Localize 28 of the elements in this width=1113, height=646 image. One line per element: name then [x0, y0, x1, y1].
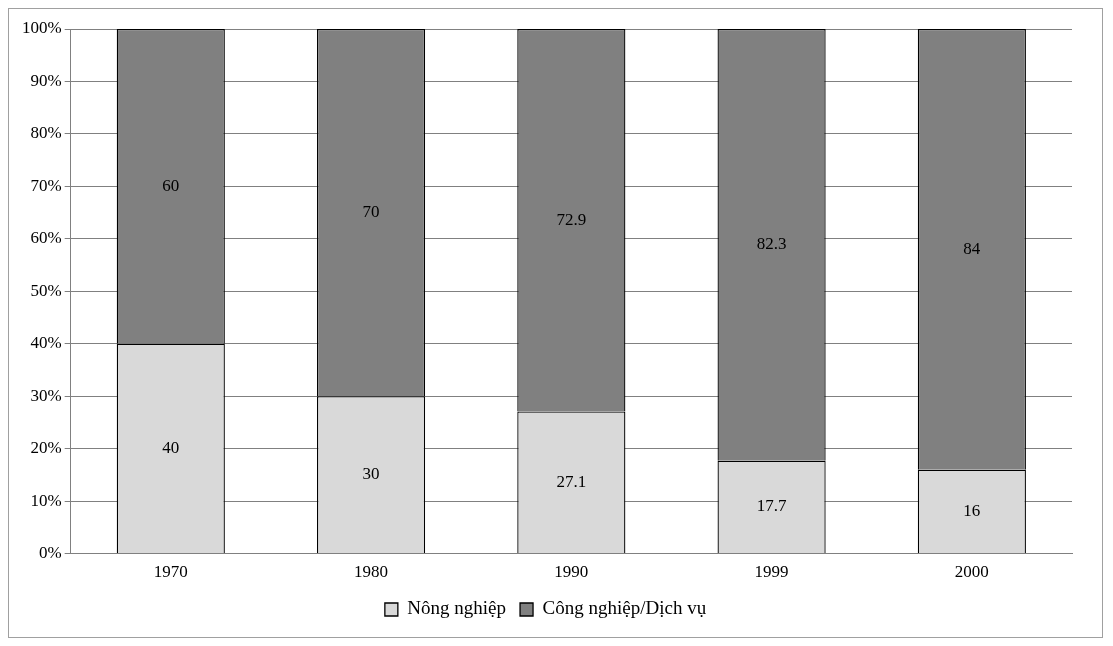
y-tick-label: 10%	[30, 490, 62, 510]
y-tick-label: 40%	[30, 333, 62, 353]
data-label: 70	[362, 202, 380, 222]
x-tick-label: 1990	[554, 562, 589, 582]
y-tick-label: 0%	[38, 543, 62, 563]
y-tick-label: 80%	[30, 123, 62, 143]
y-tick-label: 20%	[30, 438, 62, 458]
data-label: 84	[963, 238, 981, 258]
legend-label: Nông nghiệp	[407, 597, 507, 619]
x-tick-label: 1999	[754, 562, 789, 582]
y-tick-label: 60%	[30, 228, 62, 248]
data-label: 72.9	[556, 209, 587, 229]
y-tick-label: 90%	[30, 70, 62, 90]
y-tick-label: 30%	[30, 385, 62, 405]
data-label: 27.1	[556, 471, 587, 491]
x-tick-label: 2000	[954, 562, 989, 582]
data-label: 60	[162, 175, 180, 195]
y-tick-label: 50%	[30, 280, 62, 300]
y-tick-label: 100%	[21, 18, 62, 38]
data-label: 40	[162, 437, 180, 457]
data-label: 17.7	[756, 496, 787, 516]
legend-label: Công nghiệp/Dịch vụ	[542, 597, 707, 619]
x-tick-label: 1970	[153, 562, 188, 582]
x-tick-label: 1980	[354, 562, 389, 582]
y-tick-label: 70%	[30, 175, 62, 195]
data-label: 16	[963, 500, 981, 520]
data-label: 30	[362, 464, 380, 484]
data-label: 82.3	[756, 234, 787, 254]
